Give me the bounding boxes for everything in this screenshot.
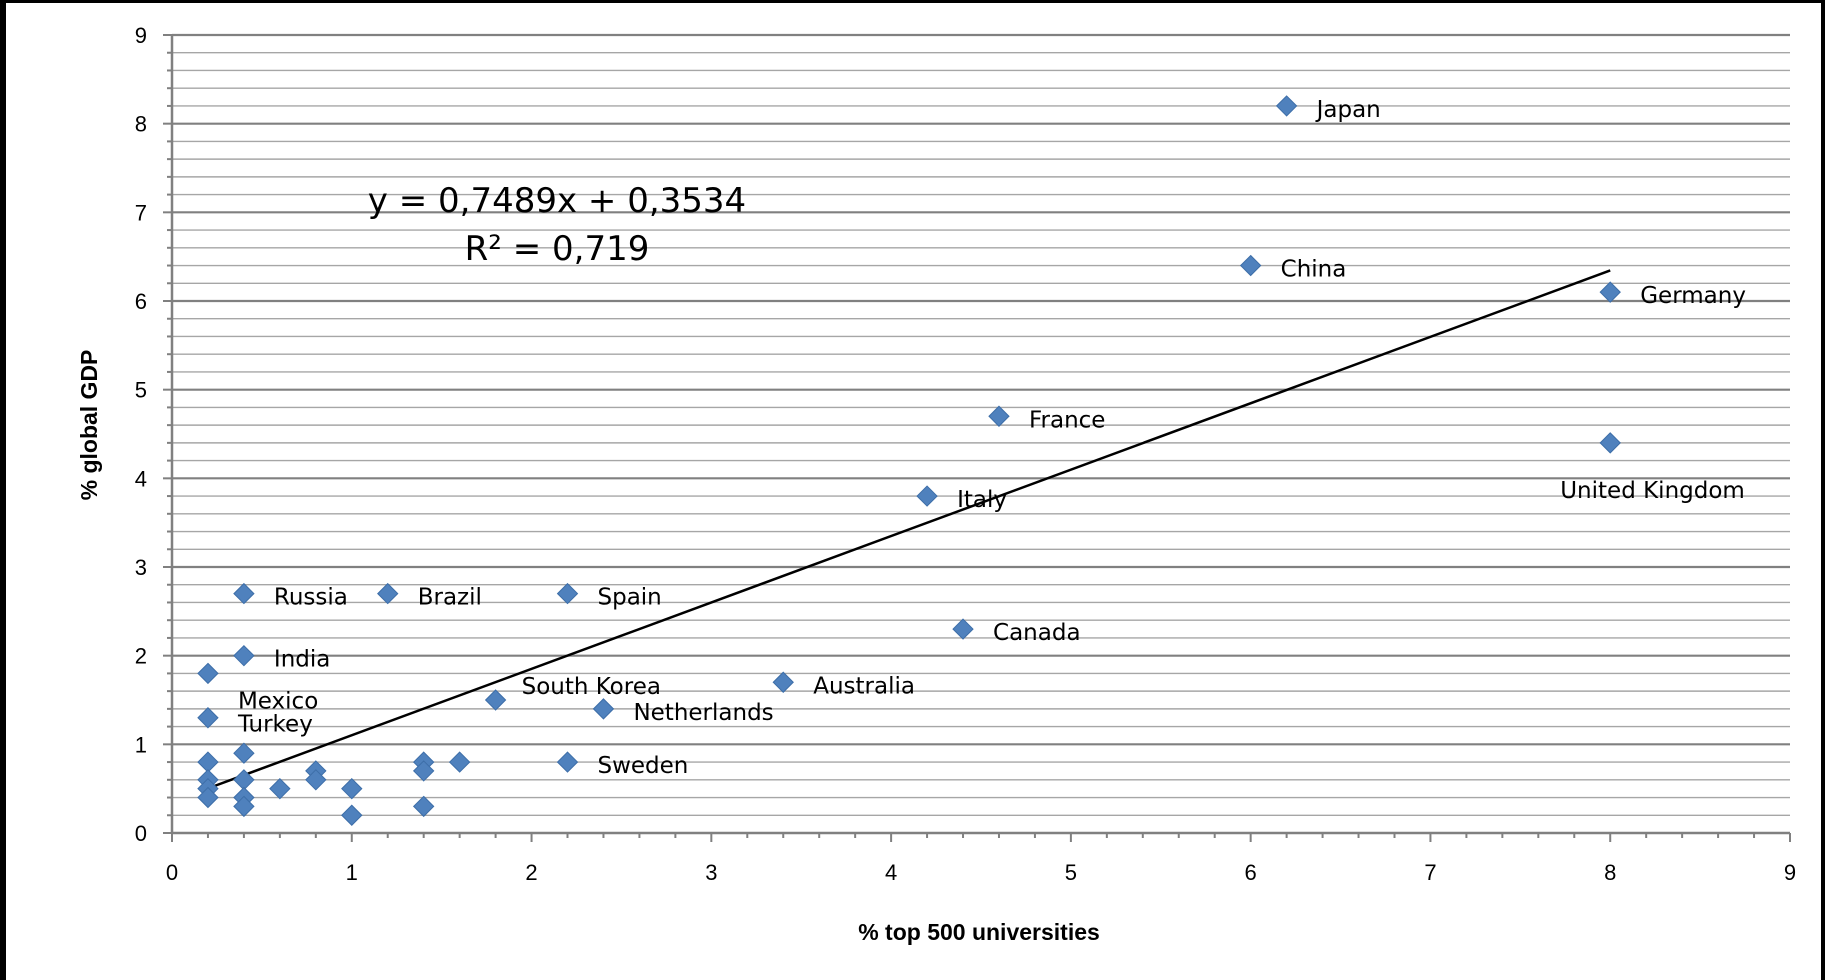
x-tick-label: 7 [1424, 860, 1436, 885]
point-label: Russia [274, 585, 348, 611]
y-tick-label: 3 [135, 555, 147, 580]
data-point [412, 760, 435, 782]
point-label: Sweden [598, 753, 689, 779]
point-label: Canada [993, 620, 1081, 646]
point-label: United Kingdom [1560, 478, 1745, 504]
x-tick-label: 8 [1604, 860, 1616, 885]
trend-r-squared: R² = 0,719 [465, 229, 650, 269]
point-label: Netherlands [633, 700, 773, 726]
y-tick-label: 8 [135, 112, 147, 137]
y-tick-label: 0 [135, 821, 147, 846]
data-point [269, 777, 291, 800]
data-point [233, 795, 255, 818]
data-point [556, 751, 579, 773]
data-point [952, 618, 974, 640]
grid-lines [172, 33, 1790, 816]
point-label: Mexico [238, 688, 318, 714]
point-labels: Japan China Germany France United Kingdom Ita… [237, 97, 1746, 779]
x-tick-label: 5 [1065, 860, 1077, 885]
data-point [197, 751, 219, 773]
data-point [484, 689, 507, 711]
y-tick-label: 6 [135, 289, 147, 314]
y-tick-labels: 0 1 2 3 4 5 6 7 8 9 [135, 23, 147, 846]
x-tick-label: 1 [346, 860, 358, 885]
y-tick-label: 4 [135, 466, 147, 491]
point-label: Germany [1640, 283, 1746, 309]
data-point [197, 786, 219, 809]
x-tick-label: 2 [525, 860, 537, 885]
y-axis-title: % global GDP [76, 350, 102, 501]
x-tick-label: 6 [1245, 860, 1257, 885]
data-point [592, 698, 615, 720]
data-point [448, 751, 471, 773]
data-point [412, 795, 435, 818]
data-point [1275, 95, 1298, 117]
x-tick-label: 4 [885, 860, 897, 885]
y-tick-label: 7 [135, 200, 147, 225]
point-label: South Korea [522, 674, 661, 700]
y-tick-label: 1 [135, 732, 147, 757]
data-point [305, 769, 327, 791]
data-points [197, 95, 1621, 826]
x-tick-label: 0 [166, 860, 178, 885]
data-point [1239, 254, 1262, 277]
y-tick-label: 2 [135, 644, 147, 669]
point-label: Brazil [418, 585, 482, 611]
point-label: Italy [957, 487, 1007, 513]
point-label: China [1281, 257, 1347, 283]
y-tick-label: 9 [135, 23, 147, 48]
point-label: India [274, 647, 330, 673]
trend-equation: y = 0,7489x + 0,3534 [368, 181, 746, 221]
axes [163, 34, 1791, 842]
data-point [377, 582, 399, 605]
data-point [341, 804, 363, 826]
x-tick-label: 3 [705, 860, 717, 885]
data-point [341, 777, 363, 800]
trend-line [207, 269, 1611, 790]
y-tick-label: 5 [135, 378, 147, 403]
point-label: Japan [1315, 97, 1381, 123]
data-point [233, 644, 255, 667]
data-point [916, 485, 938, 507]
point-label: Spain [598, 585, 662, 611]
x-tick-labels: 0 1 2 3 4 5 6 7 8 9 [166, 860, 1796, 885]
data-point [556, 582, 579, 605]
data-point [197, 662, 219, 685]
x-axis-title: % top 500 universities [858, 919, 1100, 945]
data-point [1599, 432, 1621, 454]
data-point [233, 742, 255, 764]
point-label: France [1029, 407, 1105, 433]
data-point [988, 405, 1010, 427]
point-label: Turkey [237, 712, 313, 738]
data-point [197, 707, 219, 729]
point-label: Australia [813, 673, 915, 699]
x-tick-label: 9 [1784, 860, 1796, 885]
data-point [1599, 281, 1621, 303]
data-point [233, 582, 255, 605]
data-point [772, 671, 794, 693]
